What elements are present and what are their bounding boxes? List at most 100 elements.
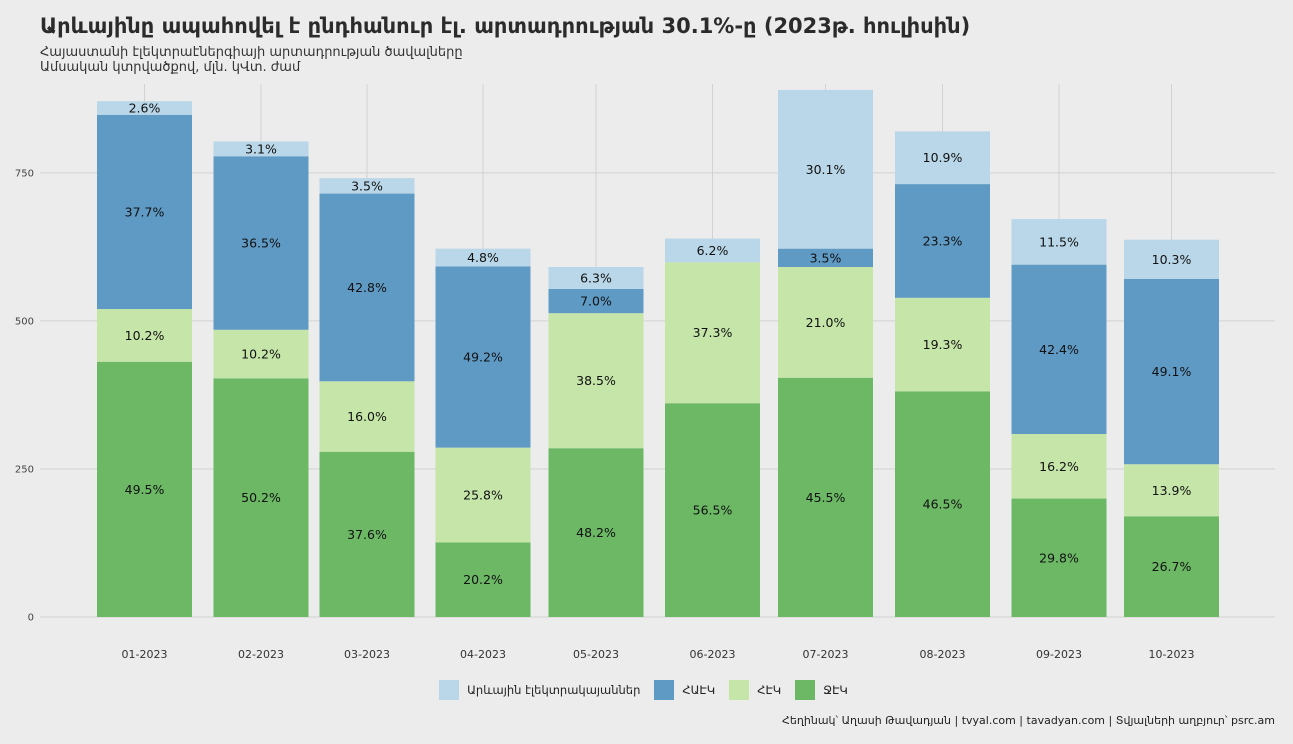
bar-segment bbox=[665, 262, 760, 404]
bar-segment bbox=[319, 178, 415, 194]
bar-segment bbox=[548, 313, 644, 449]
bar-segment bbox=[665, 403, 760, 617]
bar-segment bbox=[435, 542, 531, 617]
legend-label: ՀԷԿ bbox=[757, 683, 782, 697]
data-label: 7.0% bbox=[580, 294, 612, 309]
bar-segment bbox=[213, 378, 309, 617]
data-label: 45.5% bbox=[806, 490, 846, 505]
data-label: 56.5% bbox=[693, 503, 733, 518]
y-tick-label: 500 bbox=[15, 316, 34, 327]
bar-segment bbox=[895, 391, 990, 617]
data-label: 50.2% bbox=[241, 490, 281, 505]
data-label: 10.3% bbox=[1152, 252, 1192, 267]
data-label: 11.5% bbox=[1039, 234, 1079, 249]
bar-segment bbox=[665, 238, 760, 263]
y-tick-label: 250 bbox=[15, 464, 34, 475]
chart-caption: Հեղինակ՝ Աղասի Թավադյան | tvyal.com | ta… bbox=[782, 714, 1275, 727]
data-label: 10.2% bbox=[125, 328, 165, 343]
bar-segment bbox=[435, 447, 531, 543]
x-tick-label: 07-2023 bbox=[803, 648, 849, 661]
data-label: 3.5% bbox=[351, 178, 383, 193]
x-tick-label: 05-2023 bbox=[573, 648, 619, 661]
bar-segment bbox=[213, 141, 309, 157]
data-label: 23.3% bbox=[923, 233, 963, 248]
bar-segment bbox=[548, 266, 644, 289]
bar-segment bbox=[778, 89, 873, 249]
bar-segment bbox=[319, 451, 415, 617]
data-label: 10.2% bbox=[241, 347, 281, 362]
data-label: 25.8% bbox=[463, 488, 503, 503]
bar-segment bbox=[548, 288, 644, 314]
legend-item: ՀԱԷԿ bbox=[654, 680, 715, 700]
x-tick-label: 09-2023 bbox=[1036, 648, 1082, 661]
bar-segment bbox=[778, 377, 873, 617]
bar-segment bbox=[778, 266, 873, 378]
data-label: 42.4% bbox=[1039, 342, 1079, 357]
bar-segment bbox=[319, 381, 415, 452]
bar-segment bbox=[895, 297, 990, 392]
bar-segment bbox=[548, 448, 644, 617]
data-label: 46.5% bbox=[923, 497, 963, 512]
bar-segment bbox=[1011, 498, 1107, 617]
bar-segment bbox=[1011, 434, 1107, 499]
chart-subtitle: Հայաստանի էլեկտրաէներգիայի արտադրության … bbox=[40, 45, 463, 60]
data-label: 6.3% bbox=[580, 270, 612, 285]
legend-swatch bbox=[795, 680, 816, 700]
data-label: 6.2% bbox=[697, 243, 729, 258]
bar-segment bbox=[895, 184, 990, 298]
data-label: 49.2% bbox=[463, 350, 503, 365]
x-tick-label: 03-2023 bbox=[344, 648, 390, 661]
data-label: 3.1% bbox=[245, 141, 277, 156]
legend-swatch bbox=[439, 680, 460, 700]
legend-swatch bbox=[729, 680, 750, 700]
data-label: 10.9% bbox=[923, 150, 963, 165]
data-label: 16.2% bbox=[1039, 459, 1079, 474]
data-label: 16.0% bbox=[347, 409, 387, 424]
legend-item: ՀԷԿ bbox=[729, 680, 781, 700]
data-label: 37.6% bbox=[347, 527, 387, 542]
x-tick-label: 10-2023 bbox=[1149, 648, 1195, 661]
y-tick-label: 0 bbox=[28, 613, 34, 624]
x-tick-label: 04-2023 bbox=[460, 648, 506, 661]
data-label: 30.1% bbox=[806, 162, 846, 177]
bar-segment bbox=[1124, 464, 1219, 517]
bar-segment bbox=[97, 114, 192, 310]
bar-segment bbox=[1124, 278, 1219, 465]
data-label: 26.7% bbox=[1152, 559, 1192, 574]
bar-segment bbox=[213, 156, 309, 330]
chart-legend: Արևային էլեկտրակայաններ ՀԱԷԿ ՀԷԿ ՋԷԿ bbox=[0, 680, 1293, 700]
bar-segment bbox=[97, 101, 192, 115]
x-tick-label: 02-2023 bbox=[238, 648, 284, 661]
y-tick-label: 750 bbox=[15, 168, 34, 179]
legend-label: ՋԷԿ bbox=[823, 683, 848, 697]
legend-label: Արևային էլեկտրակայաններ bbox=[467, 683, 641, 697]
data-label: 38.5% bbox=[576, 373, 616, 388]
data-label: 37.7% bbox=[125, 204, 165, 219]
data-label: 19.3% bbox=[923, 337, 963, 352]
bar-segment bbox=[1011, 219, 1107, 265]
bar-segment bbox=[213, 329, 309, 379]
data-label: 36.5% bbox=[241, 236, 281, 251]
bar-segment bbox=[895, 131, 990, 185]
x-tick-label: 06-2023 bbox=[690, 648, 736, 661]
data-label: 3.5% bbox=[810, 250, 842, 265]
data-label: 13.9% bbox=[1152, 483, 1192, 498]
bar-segment bbox=[319, 193, 415, 382]
data-label: 4.8% bbox=[467, 250, 499, 265]
bar-segment bbox=[97, 309, 192, 362]
x-tick-label: 08-2023 bbox=[920, 648, 966, 661]
data-label: 49.1% bbox=[1152, 364, 1192, 379]
bar-segment bbox=[435, 248, 531, 267]
bar-segment bbox=[1011, 264, 1107, 435]
legend-label: ՀԱԷԿ bbox=[682, 683, 716, 697]
data-label: 2.6% bbox=[129, 100, 161, 115]
data-label: 37.3% bbox=[693, 325, 733, 340]
data-label: 49.5% bbox=[125, 482, 165, 497]
legend-item: Արևային էլեկտրակայաններ bbox=[439, 680, 640, 700]
chart-subtitle-units: Ամսական կտրվածքով, մլն. կՎտ. ժամ bbox=[40, 60, 301, 75]
bar-segment bbox=[1124, 516, 1219, 617]
legend-swatch bbox=[654, 680, 675, 700]
bar-segment bbox=[1124, 239, 1219, 279]
